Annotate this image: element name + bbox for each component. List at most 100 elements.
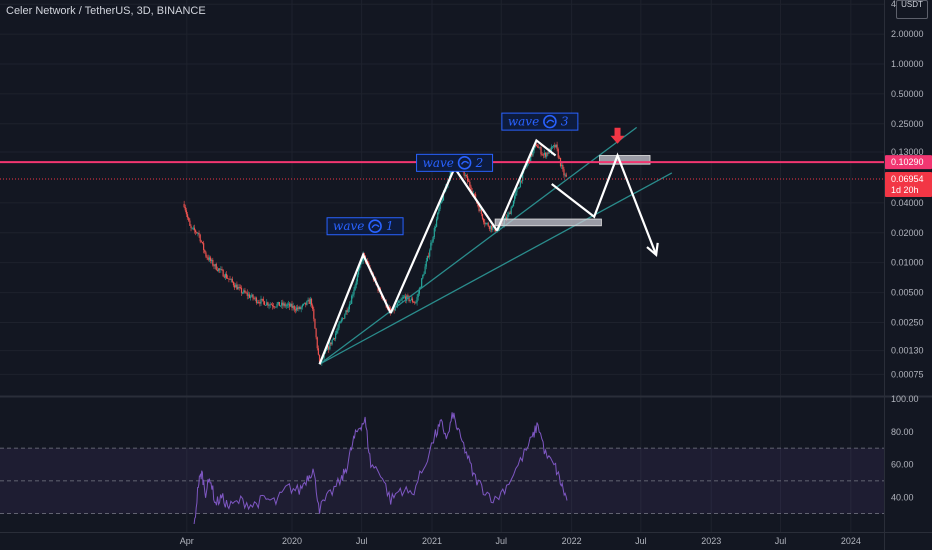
candle bbox=[203, 240, 205, 254]
candle bbox=[287, 300, 290, 309]
candle bbox=[465, 174, 468, 178]
candle-body bbox=[274, 306, 276, 308]
candle bbox=[432, 235, 434, 244]
candle bbox=[518, 186, 520, 189]
candle-body bbox=[470, 186, 472, 192]
wave-label-box bbox=[326, 217, 404, 236]
candle bbox=[427, 252, 430, 259]
candle-body bbox=[485, 223, 487, 225]
candle-body bbox=[312, 305, 314, 310]
candle bbox=[352, 291, 354, 299]
candle bbox=[213, 264, 215, 270]
candle-body bbox=[415, 302, 417, 303]
candle bbox=[543, 149, 546, 158]
candle-body bbox=[308, 299, 310, 304]
candle bbox=[347, 306, 349, 313]
candle-body bbox=[331, 339, 333, 345]
candle-body bbox=[357, 269, 360, 275]
candle-body bbox=[351, 295, 353, 304]
candle bbox=[271, 302, 274, 310]
candle bbox=[191, 227, 193, 230]
candle bbox=[411, 296, 414, 304]
candle bbox=[330, 342, 332, 346]
candle-body bbox=[276, 303, 278, 307]
candle-body bbox=[310, 298, 313, 306]
candle bbox=[294, 306, 297, 314]
candle-body bbox=[217, 268, 220, 271]
current-price-badge-text: 0.06954 bbox=[891, 174, 924, 184]
time-tick-label: 2022 bbox=[562, 536, 582, 546]
candle-body bbox=[275, 306, 277, 308]
candle-body bbox=[325, 349, 328, 351]
trendline bbox=[319, 126, 638, 365]
candle bbox=[237, 284, 239, 290]
candle bbox=[344, 313, 346, 320]
candle bbox=[487, 221, 489, 227]
rsi-tick-label: 100.00 bbox=[891, 394, 919, 404]
candle-body bbox=[477, 202, 479, 206]
candle bbox=[248, 292, 251, 299]
candle-body bbox=[508, 212, 510, 215]
price-tick-label: 0.13000 bbox=[891, 147, 924, 157]
candle bbox=[209, 255, 212, 264]
candle-body bbox=[266, 302, 268, 306]
candle-body bbox=[489, 225, 492, 229]
candle-body bbox=[186, 214, 189, 218]
candle bbox=[247, 291, 249, 300]
candle bbox=[281, 300, 283, 309]
candle bbox=[310, 297, 313, 308]
candle bbox=[253, 296, 255, 301]
candle-body bbox=[282, 302, 284, 306]
candle-body bbox=[250, 296, 252, 298]
candle bbox=[409, 299, 411, 304]
candle-body bbox=[292, 305, 294, 308]
candle-body bbox=[401, 298, 403, 300]
candle-body bbox=[341, 318, 344, 320]
candle bbox=[520, 180, 523, 184]
candle-body bbox=[242, 292, 244, 294]
wave-path bbox=[318, 252, 392, 365]
candle bbox=[561, 162, 563, 169]
candle-body bbox=[298, 306, 300, 310]
candle-body bbox=[541, 154, 543, 156]
candle bbox=[299, 305, 301, 310]
candle bbox=[300, 306, 302, 313]
candle-body bbox=[551, 146, 554, 148]
candle bbox=[554, 142, 556, 150]
candle bbox=[304, 302, 306, 305]
wave-path bbox=[496, 138, 557, 232]
candle-body bbox=[396, 303, 399, 307]
candle-body bbox=[522, 171, 524, 181]
candle bbox=[240, 285, 243, 297]
candle bbox=[199, 233, 201, 244]
candle-body bbox=[356, 274, 359, 282]
candle bbox=[282, 299, 284, 310]
candle bbox=[238, 284, 240, 291]
candle bbox=[273, 303, 275, 309]
candle bbox=[315, 327, 317, 340]
candle bbox=[351, 294, 353, 304]
candle bbox=[285, 303, 287, 309]
symbol-title: Celer Network / TetherUS, 3D, BINANCE bbox=[6, 5, 206, 17]
candle bbox=[279, 305, 282, 307]
candle-body bbox=[465, 174, 468, 177]
candle-body bbox=[557, 149, 559, 158]
candle bbox=[353, 286, 355, 298]
candle-body bbox=[269, 304, 271, 306]
candle bbox=[509, 210, 511, 214]
candle bbox=[341, 317, 344, 322]
candle-body bbox=[336, 330, 338, 334]
candle bbox=[424, 264, 426, 274]
candle-body bbox=[510, 207, 512, 214]
candle bbox=[354, 283, 356, 291]
candle-body bbox=[207, 257, 209, 260]
candle-body bbox=[231, 278, 233, 283]
currency-badge[interactable]: USDT bbox=[896, 0, 928, 19]
candle-body bbox=[206, 256, 208, 258]
candle-body bbox=[533, 147, 535, 151]
candle bbox=[307, 297, 309, 302]
candle bbox=[481, 213, 484, 221]
candle-body bbox=[434, 226, 437, 228]
